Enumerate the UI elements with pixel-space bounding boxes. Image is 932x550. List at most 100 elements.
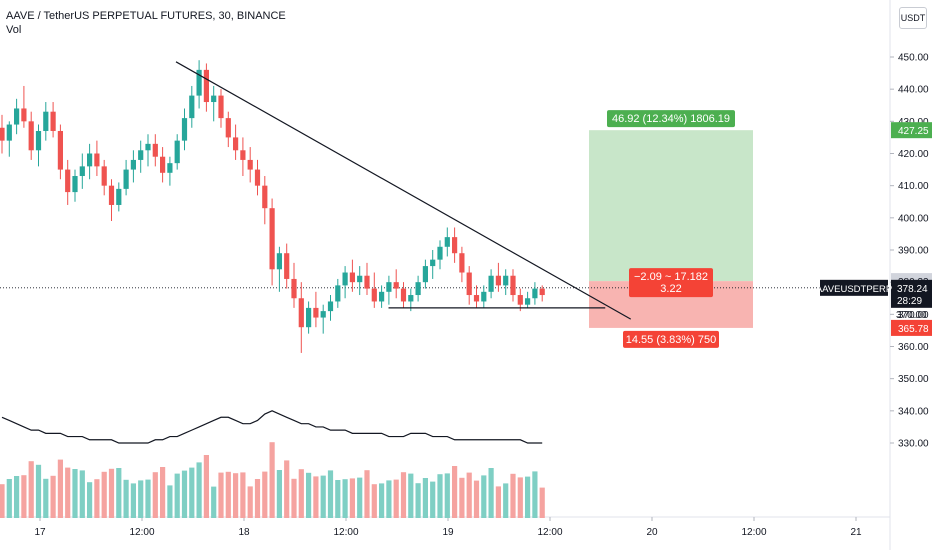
price-tick-label-partial: 370.00 [896,310,927,321]
candle-body [503,275,509,286]
current-price-text: 378.24 [897,284,928,295]
candle-body [254,169,261,186]
volume-bar [152,472,158,518]
volume-bar [298,469,304,518]
volume-bar [57,459,63,518]
volume-bar [349,478,355,518]
candle-body [393,282,399,289]
candle-body [57,130,63,170]
candle-body [101,166,107,186]
volume-bar [21,475,27,518]
volume-bar [466,472,472,518]
loss-label-text: 14.55 (3.83%) 750 [626,334,717,346]
candle-body [422,266,428,283]
profit-label-text: 46.92 (12.34%) 1806.19 [612,113,730,125]
volume-bar [269,442,275,518]
volume-bar [532,471,538,518]
candle-body [65,169,71,193]
candle-body [262,185,268,209]
volume-bar [262,471,268,518]
price-tick-label: 370.00 [898,310,929,321]
stop-price-badge-text: 365.78 [898,324,929,335]
volume-bar [181,470,188,518]
price-tick-label: 350.00 [898,374,929,385]
current-pnl-label-text: −2.09 ~ 17.182 [634,271,708,283]
candle-body [357,275,363,283]
time-tick-label: 12:00 [741,527,766,538]
volume-bar [327,470,334,518]
descending-trendline [175,61,632,320]
volume-bar [539,487,545,518]
candle-body [459,253,465,273]
volume-bar [247,486,253,518]
volume-bar [481,475,487,518]
time-tick-label: 12:00 [333,527,358,538]
candle-body [87,153,93,167]
profit-zone [589,130,753,282]
time-tick-label: 19 [442,527,454,538]
stop-price-badge: 365.78 [891,319,932,336]
volume-bar [50,475,56,518]
price-tick-label: 440.00 [898,85,929,96]
currency-button[interactable]: USDT [899,7,927,29]
candle-body [0,127,5,141]
volume-bar [123,479,129,518]
volume-bar [254,479,261,518]
volume-bar [357,477,363,518]
volume-bar [87,482,93,518]
target-price-badge-text: 427.25 [898,126,929,137]
candle-body [488,275,494,292]
volume-bar [386,480,392,518]
profit-label-box [607,110,735,128]
candle-body [510,275,516,296]
volume-indicator-label[interactable]: Vol [6,24,22,36]
candle-body [415,282,421,296]
volume-bar [65,467,71,518]
price-tick-label: 400.00 [898,213,929,224]
candle-body [28,121,34,151]
volume-bar [160,467,166,518]
time-tick-label: 12:00 [537,527,562,538]
price-tick-label: 390.00 [898,246,929,257]
candle-body [437,246,443,260]
volume-bar [284,460,290,518]
candle-body [342,272,348,286]
candle-body [539,288,545,296]
candle-body [116,188,122,205]
time-tick-label: 20 [646,527,658,538]
candle-body [50,111,56,131]
candle-body [276,253,282,270]
candle-body [225,118,231,138]
price-tick-label: 330.00 [898,439,929,450]
candle-body [79,166,85,177]
volume-bar [291,478,297,518]
volume-bar [320,475,326,518]
symbol-badge-box [820,279,888,296]
volume-bar [503,483,509,518]
candle-body [35,130,42,151]
volume-bar [306,472,312,518]
current-pnl-label-text: 3.22 [660,283,681,295]
candle-body [481,291,487,302]
volume-bar [459,477,465,518]
target-price-badge-box [891,122,932,139]
volume-bar [174,473,180,518]
volume-bar [379,483,385,518]
countdown-text: 28:29 [897,296,922,307]
candle-body [444,237,450,247]
candle-body [174,140,180,164]
volume-bar [335,480,341,518]
volume-bar [313,476,319,518]
candle-body [517,295,523,305]
candle-body [408,295,414,302]
volume-bar [43,478,49,518]
candle-body [240,150,246,160]
price-tick-label: 340.00 [898,406,929,417]
symbol-title[interactable]: AAVE / TetherUS PERPETUAL FUTURES, 30, B… [6,10,286,22]
candle-body [452,237,458,254]
candle-body [247,159,253,170]
volume-ma-line [1,410,543,444]
candle-body [72,176,78,193]
